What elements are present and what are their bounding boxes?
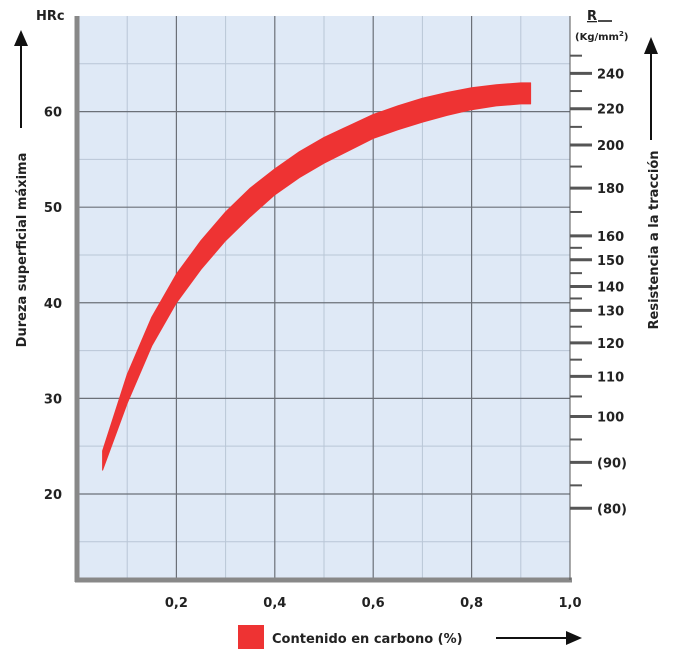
y2-axis-unit: (Kg/mm2)	[575, 30, 628, 43]
legend-swatch	[238, 625, 264, 649]
x-tick-labels: 0,2 0,4 0,6 0,8 1,0	[165, 596, 582, 611]
x-axis-arrow-icon	[566, 631, 582, 645]
y2-axis-label: Resistencia a la tracción	[647, 150, 662, 329]
right-axis-ticks: 240 220 200 180 160 150 140 130 120 110 100 (90) (80…	[570, 54, 627, 517]
y-tick-labels: 20 30 40 50 60	[44, 106, 62, 503]
y2-tick-label: 130	[597, 304, 624, 319]
y2-tick-label: 200	[597, 139, 624, 154]
x-tick-label: 0,4	[263, 596, 286, 611]
x-axis-label: Contenido en carbono (%)	[272, 632, 463, 647]
y2-tick-label: (90)	[597, 456, 627, 471]
y-axis-unit: HRc	[36, 9, 65, 24]
x-tick-label: 0,8	[460, 596, 483, 611]
y-axis-label: Dureza superficial máxima	[15, 153, 30, 348]
y-tick-label: 20	[44, 488, 62, 503]
y2-axis-arrow-icon	[644, 37, 658, 54]
y2-tick-label: 180	[597, 182, 624, 197]
y-axis-arrow-icon	[14, 30, 28, 46]
y-tick-label: 60	[44, 106, 62, 121]
y2-tick-label: 120	[597, 337, 624, 352]
y2-tick-label: 240	[597, 67, 624, 82]
y2-tick-label: 140	[597, 281, 624, 296]
y2-tick-label: 160	[597, 230, 624, 245]
band-layer	[102, 82, 532, 471]
y-tick-label: 50	[44, 201, 62, 216]
y2-tick-label: 150	[597, 254, 624, 269]
x-tick-label: 0,6	[362, 596, 385, 611]
y-tick-label: 40	[44, 297, 62, 312]
y2-tick-label: 100	[597, 411, 624, 426]
y-tick-label: 30	[44, 392, 62, 407]
carbon-hardness-band	[102, 82, 532, 471]
x-tick-label: 1,0	[558, 596, 581, 611]
y2-axis-unit-sup: 2	[619, 30, 624, 38]
y2-tick-label: 220	[597, 103, 624, 118]
y2-tick-label: 110	[597, 370, 624, 385]
x-tick-label: 0,2	[165, 596, 188, 611]
y2-tick-label: (80)	[597, 502, 627, 517]
y2-axis-unit-symbol: R	[587, 9, 597, 24]
